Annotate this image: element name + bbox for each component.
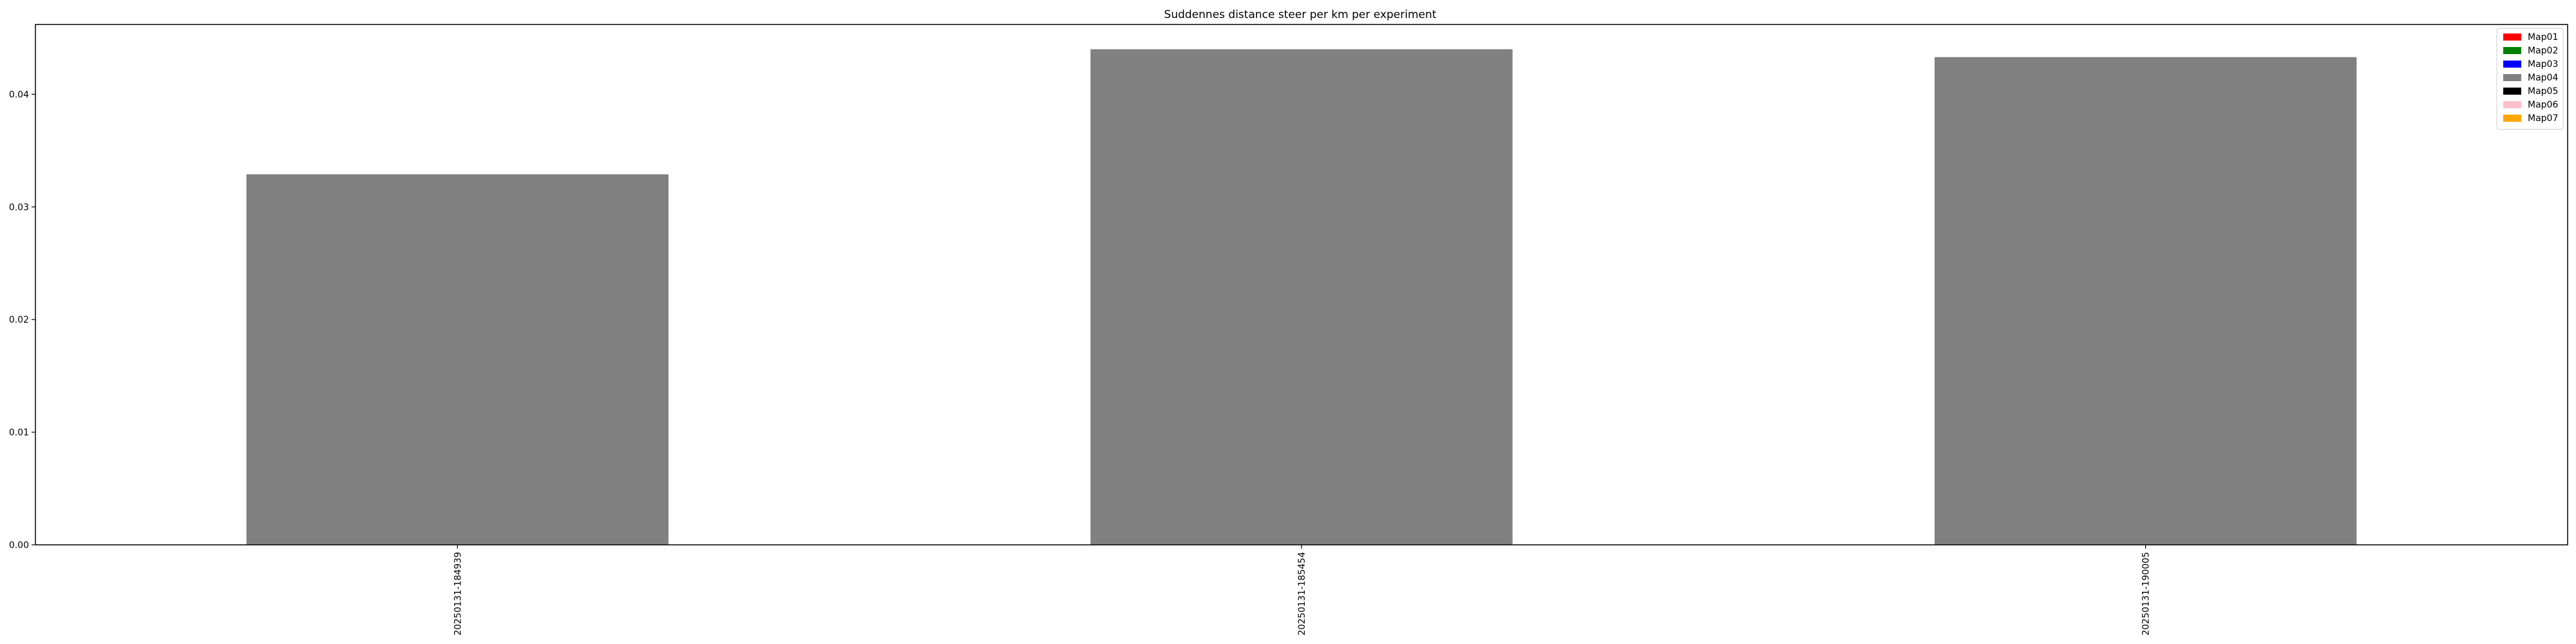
legend-label-Map07: Map07 [2528,113,2558,124]
legend-swatch-Map01 [2503,33,2521,41]
x-tick-label: 20250131-184939 [453,552,463,636]
y-tick-label: 0.03 [9,202,29,213]
legend-label-Map01: Map01 [2528,32,2558,43]
legend-label-Map06: Map06 [2528,100,2558,110]
legend-swatch-Map07 [2503,115,2521,122]
legend-label-Map03: Map03 [2528,59,2558,70]
legend-swatch-Map02 [2503,47,2521,54]
legend-label-Map04: Map04 [2528,73,2558,83]
legend-swatch-Map05 [2503,88,2521,95]
bar-20250131-184939 [246,174,669,545]
legend: Map01 Map02 Map03 Map04 Map05 Map06 Map07 [2496,28,2564,130]
x-axis: 20250131-184939 20250131-185454 20250131-1… [453,545,2152,636]
legend-label-Map02: Map02 [2528,46,2558,56]
legend-swatch-Map03 [2503,61,2521,68]
y-tick-label: 0.01 [9,428,29,438]
x-tick-label: 20250131-190005 [2141,552,2152,636]
bar-20250131-190005 [1935,57,2357,545]
y-tick-label: 0.00 [9,540,29,551]
legend-swatch-Map04 [2503,74,2521,81]
plot-area [246,49,2357,545]
legend-label-Map05: Map05 [2528,86,2558,97]
y-tick-label: 0.04 [9,90,29,100]
y-axis: 0.00 0.01 0.02 0.03 0.04 [9,90,35,551]
plot-frame [35,24,2568,545]
bar-20250131-185454 [1090,49,1513,545]
chart-title: Suddennes distance steer per km per expe… [1164,8,1437,21]
x-tick-label: 20250131-185454 [1297,552,1307,636]
legend-swatch-Map06 [2503,101,2521,108]
y-tick-label: 0.02 [9,315,29,325]
